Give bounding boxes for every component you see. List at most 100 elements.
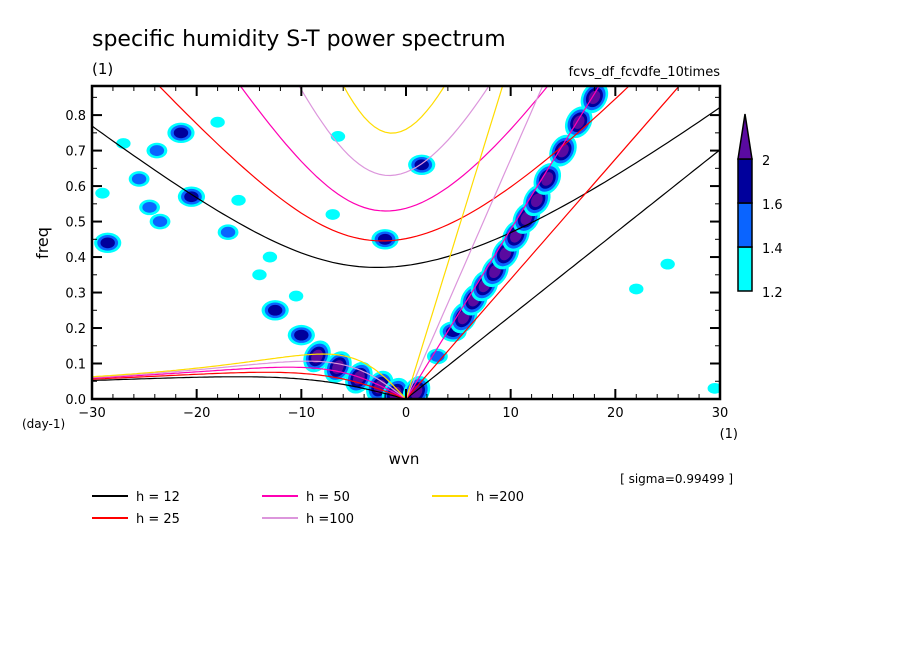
region-level-3 [184,191,199,203]
region-level-2 [149,145,165,156]
rossby-wave-curve [92,366,407,399]
region-level-1 [95,187,110,199]
y-tick-label: 0.3 [65,287,86,302]
legend-item: h =200 [432,490,524,505]
units-label: (1) [92,60,113,78]
region-level-4 [588,90,601,105]
legend: h = 12 h = 25 h = 50 h =100 h =200 [92,490,524,527]
x-tick-label: 30 [712,406,729,421]
colorbar-label: 1.2 [762,286,783,301]
x-unit-label: (1) [720,427,738,442]
region-level-1 [629,283,644,295]
dispersion-curve-h25 [92,86,680,399]
x-axis-label: wvn [389,450,420,468]
y-tick-label: 0.0 [65,393,86,408]
region-level-3 [173,127,189,139]
region-level-4 [530,193,543,208]
inertia-gravity-curve [92,106,720,268]
significance-region [288,290,304,302]
dataset-label: fcvs_df_fcvdfe_10times [569,65,721,80]
significance-region [262,251,278,263]
legend-item: h = 50 [262,490,350,505]
x-tick-label: 0 [402,406,410,421]
significance-region [371,229,399,250]
kelvin-wave-line [405,86,680,399]
dispersion-curves [92,86,720,399]
legend-item: h = 12 [92,490,180,505]
inertia-gravity-curve [158,86,630,242]
region-level-1 [231,194,246,206]
significance-region [629,283,644,295]
kelvin-wave-line [405,86,600,399]
region-level-2 [220,226,236,238]
significance-region [252,269,267,281]
colorbar: 1.2 1.4 1.6 2 [737,113,783,301]
y-unit-label: (day-1) [22,417,65,431]
significance-region [94,232,122,254]
inertia-gravity-curve [342,86,446,134]
region-level-1 [252,269,267,281]
colorbar-segment [737,202,753,248]
y-tick-label: 0.8 [65,109,86,124]
y-tick-labels: 0.0 0.1 0.2 0.3 0.4 0.5 0.6 0.7 0.8 [65,109,86,408]
x-tick-label: 20 [607,406,624,421]
region-level-1 [288,290,304,302]
legend-label: h = 12 [136,490,180,505]
significance-region [427,348,448,365]
x-tick-label: −30 [78,406,105,421]
significance-region [549,134,577,167]
significance-region [408,154,436,175]
y-tick-label: 0.2 [65,322,86,337]
significance-region [660,258,675,270]
region-level-2 [142,201,157,213]
region-level-1 [325,209,340,220]
region-level-1 [116,138,131,149]
kelvin-wave-line [405,86,504,399]
rossby-wave-curve [92,371,407,399]
rossby-wave-curve [92,360,407,399]
region-level-1 [707,382,720,394]
legend-label: h =100 [306,512,354,527]
y-tick-label: 0.5 [65,216,86,231]
region-level-3 [100,237,115,249]
significance-region [167,122,195,144]
significance-region [707,382,720,394]
region-level-2 [152,216,168,227]
colorbar-segment [737,158,753,204]
colorbar-label: 1.4 [762,242,783,257]
region-level-1 [262,251,278,263]
colorbar-extend-triangle [737,113,753,160]
significance-region [210,116,225,128]
legend-label: h =200 [476,490,524,505]
x-tick-label: 10 [502,406,519,421]
x-tick-labels: −30 −20 −10 0 10 20 30 [78,406,728,421]
significance-region [95,187,110,199]
significance-region [231,194,246,206]
x-tick-label: −10 [288,406,315,421]
inertia-gravity-curve [239,86,549,212]
legend-item: h = 25 [92,512,180,527]
kelvin-wave-line [405,149,720,399]
colorbar-segment [737,246,753,292]
colorbar-label: 1.6 [762,198,783,213]
region-level-4 [557,143,569,158]
significance-region [146,142,168,159]
dispersion-curve-h12 [92,106,720,399]
legend-label: h = 25 [136,512,180,527]
significance-region [261,300,289,321]
significance-shading [94,86,720,399]
colorbar-label: 2 [762,154,770,169]
y-tick-label: 0.1 [65,358,86,373]
significance-region [128,171,150,187]
dispersion-curve-h100 [92,86,544,399]
legend-label: h = 50 [306,490,350,505]
dispersion-curve-h200 [92,86,504,399]
y-axis-label: freq [33,227,52,259]
region-level-1 [660,258,675,270]
inertia-gravity-curve [298,86,490,177]
significance-region [139,199,160,216]
region-level-2 [131,173,147,185]
dispersion-curve-h50 [92,86,600,399]
region-level-3 [294,329,309,341]
